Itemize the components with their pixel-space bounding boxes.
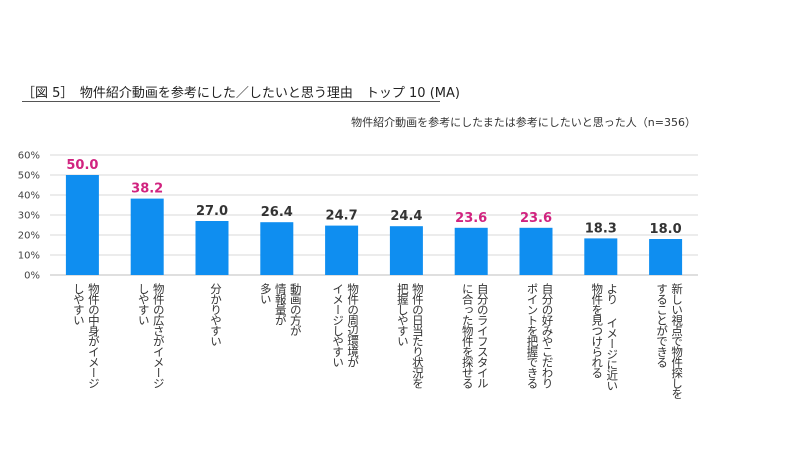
bar: [584, 238, 618, 275]
category-label: 物件の日当たり状況を: [411, 282, 425, 389]
data-label: 23.6: [455, 211, 487, 226]
data-label: 38.2: [131, 182, 163, 197]
figure-title: ［図 5］ 物件紹介動画を参考にした／したいと思う理由 トップ 10 (MA): [22, 86, 460, 101]
bar: [130, 198, 164, 275]
category-label: より イメージに近い: [605, 283, 619, 391]
y-tick-label: 40%: [18, 191, 40, 202]
data-label: 18.3: [585, 221, 617, 236]
category-label: イメージしやすい: [331, 283, 345, 367]
data-label: 50.0: [66, 158, 98, 173]
bar: [389, 226, 423, 275]
category-label: 物件の周辺環境が: [346, 282, 360, 368]
bar: [649, 239, 683, 275]
category-label: 情報量が: [274, 283, 288, 326]
data-label: 24.4: [390, 209, 422, 224]
category-label: 多い: [259, 282, 273, 304]
category-label: ポイントを把握できる: [526, 283, 540, 389]
y-tick-label: 20%: [18, 231, 40, 242]
y-tick-label: 60%: [18, 151, 40, 162]
data-label: 27.0: [196, 204, 228, 219]
bar: [325, 225, 359, 275]
bar: [519, 227, 553, 275]
category-label: しやすい: [137, 283, 151, 325]
data-label: 23.6: [520, 211, 552, 226]
data-label: 18.0: [650, 222, 682, 237]
y-tick-label: 50%: [18, 171, 40, 182]
category-label: 物件の中身がイメージ: [87, 282, 101, 389]
category-label: することができる: [655, 283, 669, 368]
category-label: 動画の方が: [289, 282, 303, 336]
bar: [65, 175, 99, 275]
category-label: しやすい: [72, 283, 86, 325]
y-tick-label: 10%: [18, 251, 40, 262]
bar: [260, 222, 294, 275]
bar: [195, 221, 229, 275]
category-label: 新しい視点で物件探しを: [670, 282, 684, 399]
title-underline: [22, 101, 440, 102]
y-tick-label: 0%: [24, 271, 40, 282]
y-tick-label: 30%: [18, 211, 40, 222]
data-label: 24.7: [326, 209, 358, 224]
category-label: に合った物件を探せる: [461, 283, 475, 389]
category-label: 分かりやすい: [209, 283, 223, 346]
category-label: 自分の好みやこだわり: [541, 283, 555, 389]
category-label: 自分のライフスタイル: [476, 283, 490, 388]
bar: [454, 227, 488, 275]
category-label: 物件の広さがイメージ: [152, 282, 166, 389]
chart-subtitle: 物件紹介動画を参考にしたまたは参考にしたいと思った人（n=356）: [351, 116, 696, 129]
data-label: 26.4: [261, 205, 293, 220]
category-label: 把握しやすい: [396, 282, 410, 346]
category-label: 物件を見つけられる: [590, 282, 604, 378]
